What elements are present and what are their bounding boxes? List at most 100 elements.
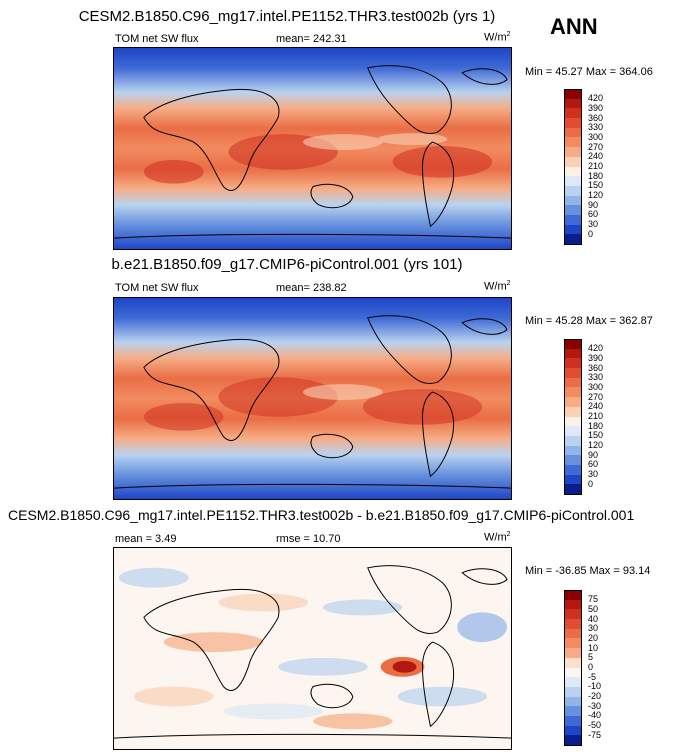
panel3-minmax: Min = -36.85 Max = 93.14 bbox=[525, 565, 651, 577]
colorbar-tick-label: 90 bbox=[588, 199, 599, 210]
colorbar-tick-label: 30 bbox=[588, 469, 599, 480]
colorbar-cell bbox=[564, 657, 582, 668]
panel2-colorbar: 420 390 360 330 300 270 240 210 180 150 120 90 60 30 0 bbox=[564, 339, 624, 495]
colorbar-cell bbox=[564, 108, 582, 119]
colorbar-cell bbox=[564, 195, 582, 206]
colorbar-cell bbox=[564, 234, 582, 245]
colorbar-cell bbox=[564, 387, 582, 398]
colorbar-tick-label: -75 bbox=[588, 729, 602, 740]
colorbar-tick-label: 420 bbox=[588, 93, 604, 104]
colorbar-cell bbox=[564, 464, 582, 476]
season-label: ANN bbox=[550, 14, 598, 39]
colorbar-cell bbox=[564, 348, 582, 359]
colorbar-cell bbox=[564, 406, 582, 417]
colorbar-tick-label: 5 bbox=[588, 652, 594, 663]
colorbar-tick-label: -50 bbox=[588, 720, 602, 731]
colorbar-cell bbox=[564, 725, 582, 736]
panel2-variable: TOM net SW flux bbox=[115, 282, 199, 294]
colorbar-tick-label: -5 bbox=[588, 671, 597, 682]
colorbar-cell bbox=[564, 137, 582, 148]
colorbar-tick-label: 150 bbox=[588, 180, 604, 191]
colorbar-tick-label: 20 bbox=[588, 632, 599, 643]
panel2-units: W/m2 bbox=[484, 280, 511, 293]
colorbar-tick-label: 120 bbox=[588, 190, 604, 201]
panel1-title: CESM2.B1850.C96_mg17.intel.PE1152.THR3.t… bbox=[78, 8, 496, 25]
panel3-title: CESM2.B1850.C96_mg17.intel.PE1152.THR3.t… bbox=[8, 507, 635, 523]
colorbar-cell bbox=[564, 176, 582, 187]
colorbar-tick-label: 270 bbox=[588, 141, 604, 152]
colorbar-cell bbox=[564, 474, 582, 485]
colorbar-tick-label: 180 bbox=[588, 420, 604, 431]
colorbar-cell bbox=[564, 735, 582, 746]
colorbar-tick-label: 330 bbox=[588, 122, 604, 133]
colorbar-cell bbox=[564, 667, 582, 678]
colorbar-tick-label: 300 bbox=[588, 381, 604, 392]
panel1-map bbox=[113, 47, 512, 250]
colorbar-cell bbox=[564, 127, 582, 138]
panel2-map bbox=[113, 297, 512, 500]
colorbar-tick-label: 180 bbox=[588, 170, 604, 181]
colorbar-tick-label: 210 bbox=[588, 161, 604, 171]
colorbar-cell bbox=[564, 98, 582, 109]
colorbar-tick-label: 50 bbox=[588, 603, 599, 614]
colorbar-cell bbox=[564, 166, 582, 177]
panel3-units: W/m2 bbox=[484, 531, 511, 544]
colorbar-cell bbox=[564, 648, 582, 659]
colorbar-tick-label: 210 bbox=[588, 411, 604, 421]
panel1-mean: mean= 242.31 bbox=[276, 33, 347, 45]
colorbar-tick-label: 10 bbox=[588, 642, 599, 653]
panel2-title: b.e21.B1850.f09_g17.CMIP6-piControl.001 … bbox=[111, 256, 463, 273]
colorbar-tick-label: -10 bbox=[588, 681, 602, 692]
colorbar-tick-label: 360 bbox=[588, 112, 604, 123]
colorbar-tick-label: 75 bbox=[588, 594, 599, 605]
colorbar-tick-label: 120 bbox=[588, 440, 604, 451]
panel3-rmse: rmse = 10.70 bbox=[276, 533, 341, 545]
colorbar-tick-label: 60 bbox=[588, 209, 599, 220]
colorbar-cell bbox=[564, 397, 582, 408]
panel1-units: W/m2 bbox=[484, 31, 511, 44]
colorbar-tick-label: 30 bbox=[588, 219, 599, 230]
colorbar-cell bbox=[564, 214, 582, 226]
colorbar-cell bbox=[564, 435, 582, 447]
panel3-mean: mean = 3.49 bbox=[115, 533, 177, 545]
colorbar-tick-label: 0 bbox=[588, 228, 594, 239]
panel1-minmax: Min = 45.27 Max = 364.06 bbox=[525, 66, 653, 78]
colorbar-cell bbox=[564, 696, 582, 707]
colorbar-cell bbox=[564, 484, 582, 495]
colorbar-cell bbox=[564, 677, 582, 688]
colorbar-cell bbox=[564, 147, 582, 158]
colorbar-tick-label: 360 bbox=[588, 362, 604, 373]
colorbar-cell bbox=[564, 619, 582, 630]
panel3-map bbox=[113, 547, 512, 750]
colorbar-tick-label: 90 bbox=[588, 449, 599, 460]
colorbar-cell bbox=[564, 224, 582, 235]
colorbar-cell bbox=[564, 339, 582, 350]
colorbar-cell bbox=[564, 118, 582, 129]
colorbar-cell bbox=[564, 377, 582, 388]
colorbar-tick-label: 240 bbox=[588, 401, 604, 412]
colorbar-cell bbox=[564, 599, 582, 610]
colorbar-cell bbox=[564, 590, 582, 601]
colorbar-cell bbox=[564, 628, 582, 639]
colorbar-cell bbox=[564, 416, 582, 427]
colorbar-cell bbox=[564, 445, 582, 456]
colorbar-cell bbox=[564, 205, 582, 216]
colorbar-tick-label: 60 bbox=[588, 459, 599, 470]
panel1-variable: TOM net SW flux bbox=[115, 33, 199, 45]
colorbar-cell bbox=[564, 706, 582, 717]
colorbar-cell bbox=[564, 358, 582, 369]
colorbar-tick-label: 300 bbox=[588, 131, 604, 142]
colorbar-cell bbox=[564, 455, 582, 466]
colorbar-cell bbox=[564, 89, 582, 100]
colorbar-tick-label: -40 bbox=[588, 710, 602, 721]
colorbar-tick-label: 150 bbox=[588, 430, 604, 441]
colorbar-cell bbox=[564, 638, 582, 649]
colorbar-tick-label: -30 bbox=[588, 700, 602, 711]
colorbar-tick-label: 390 bbox=[588, 102, 604, 113]
colorbar-cell bbox=[564, 185, 582, 197]
colorbar-tick-label: 40 bbox=[588, 613, 599, 624]
panel3-colorbar: 75 50 40 30 20 10 5 0 -5 -10 -20 -30 -40 -50 -75 bbox=[564, 590, 624, 746]
colorbar-tick-label: 0 bbox=[588, 478, 594, 489]
colorbar-cell bbox=[564, 609, 582, 620]
colorbar-cell bbox=[564, 368, 582, 379]
